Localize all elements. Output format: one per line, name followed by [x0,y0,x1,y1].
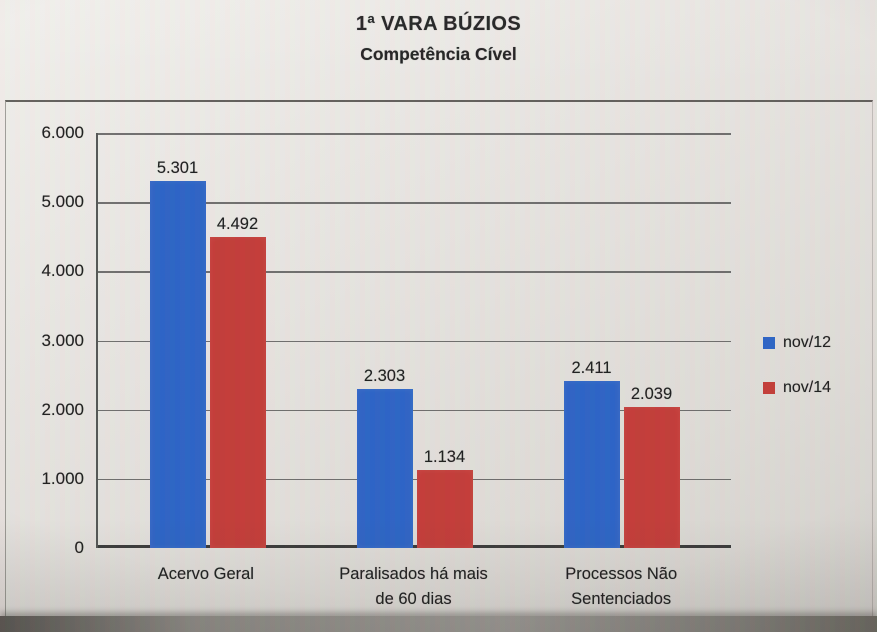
x-axis-labels: Acervo Geral Paralisados há mais de 60 di… [96,562,731,612]
chart-title-line2: Competência Cível [360,44,517,64]
bar-group-3: 2.411 2.039 [518,133,725,548]
y-tick-label: 0 [74,538,84,557]
bar-wrap: 2.303 [356,133,413,548]
plot-area: 5.301 4.492 2.303 1.134 2.411 2.039 [96,133,731,548]
bar-wrap: 2.039 [623,133,680,548]
chart-title-line1: 1ª VARA BÚZIOS [355,13,522,35]
bar-nov-14-3 [623,406,680,548]
y-tick-label: 5.000 [41,192,84,212]
bar-nov-14-1 [209,237,266,548]
bar-nov-12-3 [563,381,620,548]
bar-value-label: 2.411 [571,359,612,378]
bar-wrap: 5.301 [149,133,206,548]
y-tick-label: 6.000 [41,123,84,142]
gridline [98,340,731,342]
gridline [98,202,731,204]
legend-label: nov/12 [783,334,832,351]
legend-item-nov-12: nov/12 [763,334,831,352]
category-label-2: Paralisados há mais de 60 dias [339,565,488,608]
legend-swatch-icon [763,382,775,394]
y-tick-label: 1.000 [41,468,84,488]
category-label-3: Processos Não Sentenciados [565,565,678,608]
bar-value-label: 1.134 [423,447,466,466]
y-tick-label: 2.000 [41,399,84,419]
bar-wrap: 4.492 [209,133,266,548]
gridline [98,478,731,481]
legend-label: nov/14 [783,379,832,396]
gridline [98,409,731,412]
bar-group-1: 5.301 4.492 [104,133,311,548]
bar-value-label: 2.303 [363,366,406,385]
chart-frame: 0 1.000 2.000 3.000 4.000 5.000 6.000 5.301 4.4… [5,100,873,616]
gridline [98,133,731,135]
bar-wrap: 1.134 [416,133,473,548]
x-axis-baseline [98,545,731,548]
category-label-1: Acervo Geral [157,565,254,583]
screen-bottom-edge [0,616,877,632]
chart-title: 1ª VARA BÚZIOS Competência Cível [0,13,877,65]
bar-group-2: 2.303 1.134 [311,133,518,548]
legend-swatch-icon [763,337,775,349]
y-tick-label: 3.000 [41,330,84,350]
bar-nov-12-2 [356,388,413,548]
y-axis: 0 1.000 2.000 3.000 4.000 5.000 6.000 [6,123,90,557]
y-tick-label: 4.000 [41,261,84,281]
bar-nov-12-1 [149,181,206,548]
gridline [98,271,731,273]
bar-wrap: 2.411 [563,133,620,548]
legend: nov/12 nov/14 [763,334,831,397]
bar-value-label: 2.039 [630,384,673,403]
bar-groups: 5.301 4.492 2.303 1.134 2.411 2.039 [98,133,731,548]
bar-value-label: 5.301 [156,159,199,178]
bar-value-label: 4.492 [216,215,259,234]
bar-nov-14-2 [416,469,473,548]
legend-item-nov-14: nov/14 [763,379,831,397]
